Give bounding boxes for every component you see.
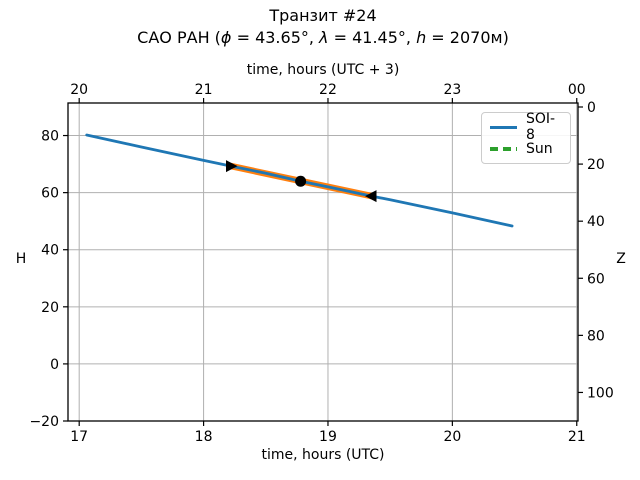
subtitle-longitude: = 41.45°,: [328, 28, 417, 47]
y-tick-label-right-20: 20: [587, 157, 605, 173]
y-tick-label-left-80: 80: [41, 129, 59, 145]
subtitle-latitude: = 43.65°,: [231, 28, 320, 47]
y-tick-label-left-20: 20: [41, 300, 59, 316]
x-tick-label-top-21: 21: [195, 82, 213, 98]
legend: SOI-8 Sun: [481, 111, 571, 164]
y-tick-label-left-0: 0: [50, 357, 59, 373]
legend-line-sample-soi8: [490, 125, 517, 129]
chart-title: Транзит #24: [269, 6, 377, 25]
x-tick-label-top-00: 00: [568, 82, 586, 98]
y-tick-label-right-40: 40: [587, 214, 605, 230]
x-tick-label-bottom-17: 17: [70, 429, 88, 445]
x-tick-label-bottom-19: 19: [319, 429, 337, 445]
y-tick-label-right-60: 60: [587, 271, 605, 287]
right-axis-label: Z: [616, 251, 626, 267]
x-tick-label-bottom-21: 21: [568, 429, 586, 445]
legend-label-sun: Sun: [526, 141, 553, 157]
subtitle-lambda-symbol: λ: [319, 28, 329, 47]
left-axis-label: H: [15, 251, 27, 267]
legend-item-sun: Sun: [490, 141, 562, 157]
y-tick-label-right-0: 0: [587, 100, 596, 116]
subtitle-observatory: САО РАН (: [137, 28, 221, 47]
y-tick-label-left--20: −20: [29, 414, 59, 430]
subtitle-h-symbol: h: [416, 28, 427, 47]
x-tick-label-top-22: 22: [319, 82, 337, 98]
bottom-axis-label: time, hours (UTC): [261, 447, 385, 463]
x-tick-label-top-20: 20: [70, 82, 88, 98]
axes-spines: [67, 102, 579, 422]
x-tick-label-bottom-18: 18: [195, 429, 213, 445]
subtitle-altitude: = 2070м): [426, 28, 509, 47]
chart-subtitle: САО РАН (ϕ = 43.65°, λ = 41.45°, h = 207…: [68, 28, 578, 47]
legend-item-soi8: SOI-8: [490, 111, 562, 143]
marker-transit-end: [365, 190, 377, 203]
y-tick-label-right-100: 100: [587, 385, 614, 401]
legend-line-sample-sun: [490, 147, 517, 151]
x-tick-label-bottom-20: 20: [443, 429, 461, 445]
y-tick-label-left-60: 60: [41, 186, 59, 202]
marker-culmination: [295, 175, 307, 187]
marker-transit-start: [226, 160, 238, 173]
legend-label-soi8: SOI-8: [526, 111, 556, 143]
top-axis-label: time, hours (UTC + 3): [246, 62, 400, 78]
subtitle-phi-symbol: ϕ: [220, 28, 232, 47]
y-tick-label-left-40: 40: [41, 243, 59, 259]
y-tick-label-right-80: 80: [587, 328, 605, 344]
x-tick-label-top-23: 23: [443, 82, 461, 98]
